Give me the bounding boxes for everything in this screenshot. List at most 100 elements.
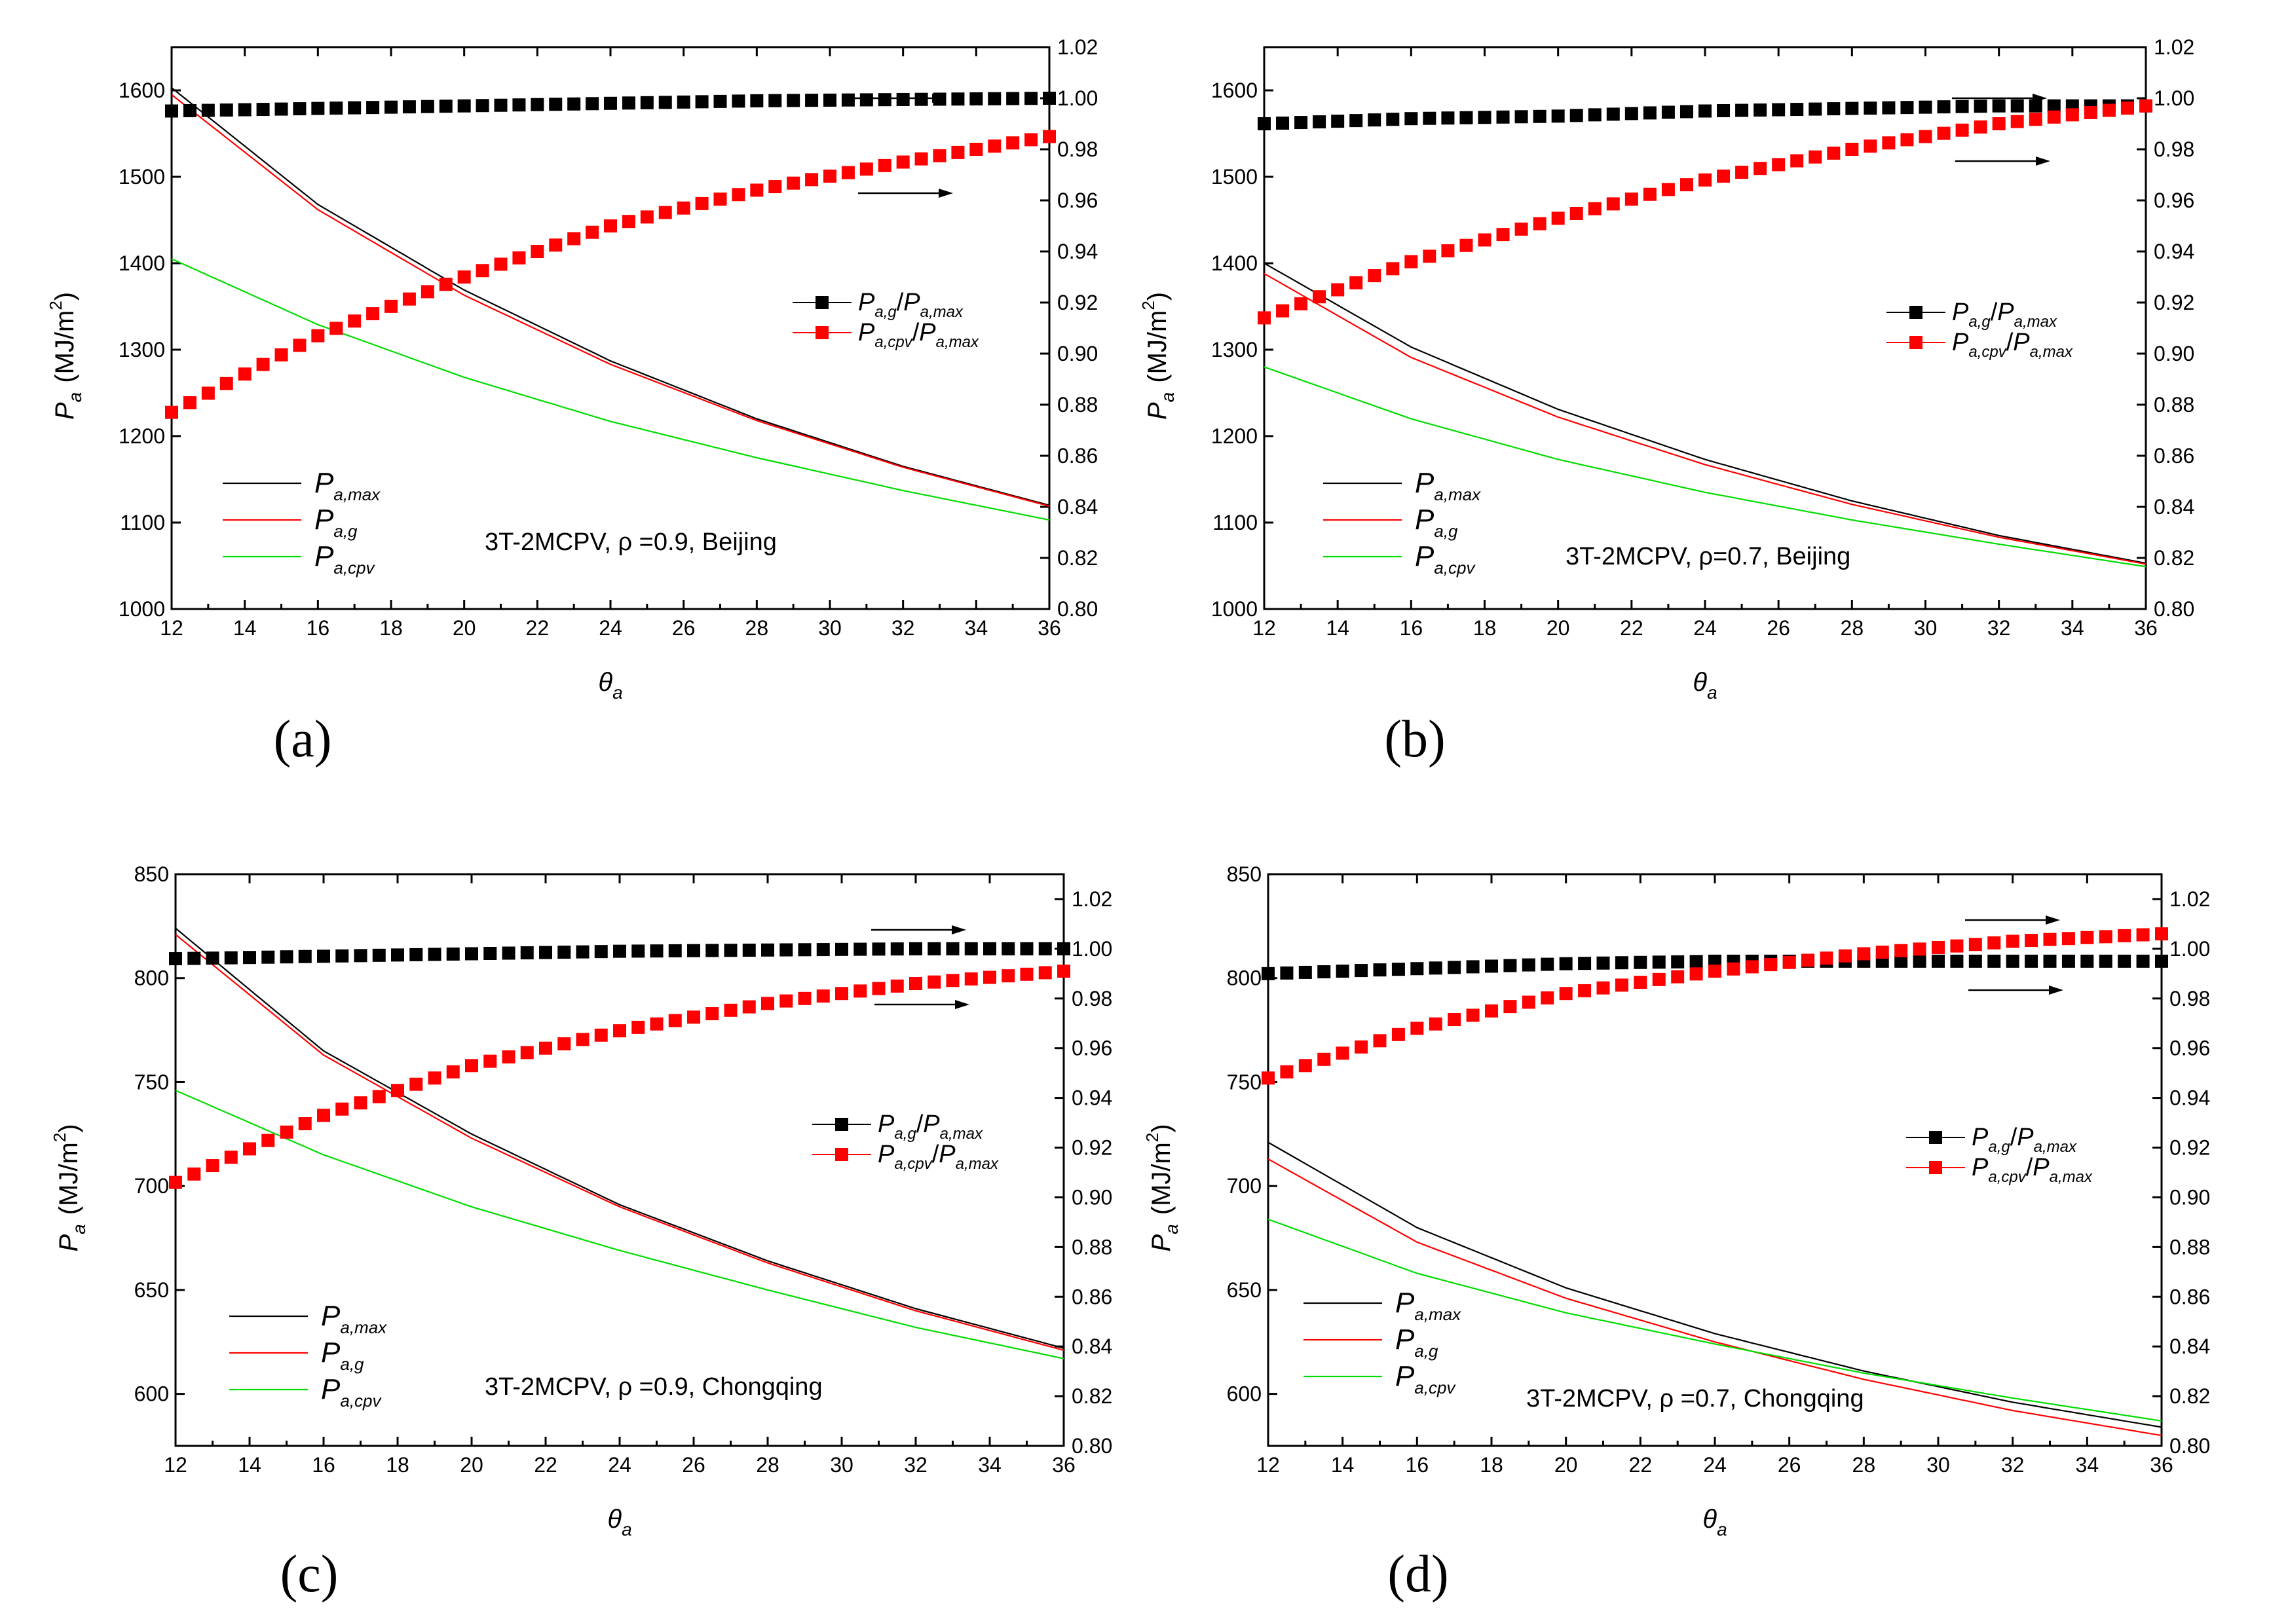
marker-ratio_cpv xyxy=(1280,1065,1294,1079)
y-right-tick-label: 0.94 xyxy=(1072,1086,1112,1110)
marker-ratio_g xyxy=(1559,957,1573,970)
marker-ratio_cpv xyxy=(1429,1017,1442,1031)
marker-ratio_g xyxy=(201,103,215,117)
marker-ratio_g xyxy=(1913,954,1926,968)
marker-ratio_cpv xyxy=(1615,978,1628,992)
legend-label-max: Pa,max xyxy=(321,1300,387,1337)
marker-ratio_g xyxy=(280,950,293,964)
marker-ratio_cpv xyxy=(539,1041,552,1055)
marker-ratio_cpv xyxy=(713,193,727,206)
marker-ratio_cpv xyxy=(238,367,252,381)
marker-ratio_g xyxy=(1349,114,1363,128)
marker-ratio_cpv xyxy=(1950,939,1964,953)
x-tick-label: 24 xyxy=(608,1453,631,1477)
marker-ratio_g xyxy=(2047,99,2061,113)
marker-ratio_g xyxy=(311,101,325,115)
marker-ratio_cpv xyxy=(1735,166,1749,179)
x-tick-label: 18 xyxy=(379,616,403,640)
marker-ratio_cpv xyxy=(1410,1022,1424,1035)
legend-label-ratio_g: Pa,g/Pa,max xyxy=(878,1111,983,1143)
y-left-tick-label: 700 xyxy=(1227,1174,1262,1198)
y-right-tick-label: 0.86 xyxy=(1072,1285,1112,1308)
marker-ratio_g xyxy=(1864,101,1877,115)
marker-ratio_cpv xyxy=(1661,183,1675,196)
y-right-tick-label: 0.98 xyxy=(2169,987,2210,1010)
marker-ratio_cpv xyxy=(206,1159,219,1173)
marker-ratio_g xyxy=(914,92,928,106)
x-tick-label: 16 xyxy=(312,1453,335,1477)
x-tick-label: 28 xyxy=(756,1453,779,1477)
marker-ratio_cpv xyxy=(311,329,325,342)
marker-ratio_cpv xyxy=(1276,304,1290,318)
y-right-tick-label: 0.82 xyxy=(2154,546,2194,570)
marker-ratio_g xyxy=(1937,100,1951,114)
marker-ratio_cpv xyxy=(640,210,654,224)
marker-ratio_cpv xyxy=(631,1020,645,1034)
legend-marker-ratio_cpv xyxy=(816,326,829,339)
marker-ratio_cpv xyxy=(732,188,745,202)
y-left-tick-label: 1500 xyxy=(119,165,165,189)
marker-ratio_cpv xyxy=(2047,110,2061,124)
marker-ratio_cpv xyxy=(604,219,617,232)
y-left-tick-label: 750 xyxy=(134,1070,169,1094)
marker-ratio_cpv xyxy=(823,169,836,183)
marker-ratio_cpv xyxy=(1503,1000,1517,1014)
marker-ratio_g xyxy=(169,952,182,966)
marker-ratio_cpv xyxy=(1355,1040,1368,1054)
x-tick-label: 26 xyxy=(672,616,696,640)
marker-ratio_g xyxy=(512,98,526,112)
marker-ratio_cpv xyxy=(1002,969,1015,983)
y-right-tick-label: 0.98 xyxy=(2154,138,2194,161)
marker-ratio_cpv xyxy=(909,977,922,991)
x-tick-label: 34 xyxy=(965,616,988,640)
marker-ratio_cpv xyxy=(1932,940,1945,954)
marker-ratio_g xyxy=(613,944,626,958)
marker-ratio_g xyxy=(1522,958,1535,972)
x-tick-label: 12 xyxy=(160,616,183,640)
marker-ratio_cpv xyxy=(1423,249,1436,263)
marker-ratio_cpv xyxy=(298,1116,312,1130)
y-left-tick-label: 1300 xyxy=(1211,338,1258,361)
marker-ratio_g xyxy=(1809,102,1822,116)
marker-ratio_cpv xyxy=(1459,238,1473,252)
marker-ratio_cpv xyxy=(951,145,965,159)
marker-ratio_g xyxy=(969,92,983,105)
y-right-tick-label: 0.88 xyxy=(1057,393,1098,416)
y-left-tick-label: 650 xyxy=(1227,1278,1262,1302)
marker-ratio_g xyxy=(2118,954,2131,968)
legend-label-ratio_cpv: Pa,cpv/Pa,max xyxy=(1952,329,2073,361)
marker-ratio_g xyxy=(483,946,497,960)
marker-ratio_g xyxy=(1708,954,1721,968)
marker-ratio_g xyxy=(165,104,178,118)
x-tick-label: 34 xyxy=(978,1453,1002,1477)
marker-ratio_cpv xyxy=(1313,290,1326,304)
y-right-tick-label: 0.88 xyxy=(2154,393,2194,416)
series-line-g xyxy=(172,94,1049,507)
marker-ratio_g xyxy=(742,944,756,957)
marker-ratio_cpv xyxy=(1745,960,1759,974)
marker-ratio_cpv xyxy=(742,1000,756,1014)
marker-ratio_cpv xyxy=(274,348,288,361)
marker-ratio_g xyxy=(1679,105,1693,119)
marker-ratio_cpv xyxy=(841,166,855,179)
marker-ratio_cpv xyxy=(391,1084,404,1098)
marker-ratio_cpv xyxy=(1478,233,1491,247)
marker-ratio_g xyxy=(1661,105,1675,119)
marker-ratio_g xyxy=(428,948,441,961)
marker-ratio_g xyxy=(964,942,978,955)
x-tick-label: 24 xyxy=(599,616,622,640)
marker-ratio_g xyxy=(1006,92,1020,105)
series-line-cpv xyxy=(172,258,1049,521)
marker-ratio_g xyxy=(1735,103,1749,117)
marker-ratio_g xyxy=(805,94,819,107)
x-tick-label: 12 xyxy=(164,1453,187,1477)
y-left-tick-label: 1000 xyxy=(119,597,165,621)
marker-ratio_cpv xyxy=(483,1054,497,1068)
marker-ratio_g xyxy=(1331,115,1345,128)
x-tick-label: 36 xyxy=(2134,616,2158,640)
marker-ratio_cpv xyxy=(695,196,709,210)
y-left-tick-label: 1000 xyxy=(1211,597,1258,621)
marker-ratio_cpv xyxy=(1968,938,1982,951)
series-line-cpv xyxy=(176,1090,1064,1359)
x-tick-label: 24 xyxy=(1693,616,1717,640)
